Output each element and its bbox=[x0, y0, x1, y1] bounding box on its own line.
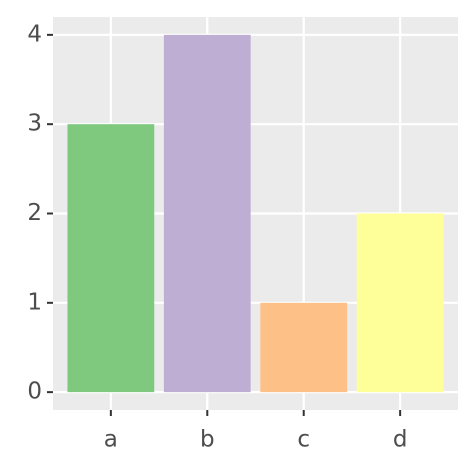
x-tick-label: a bbox=[104, 427, 118, 453]
x-tick-label: d bbox=[393, 427, 408, 453]
y-tick-label: 3 bbox=[27, 111, 42, 137]
bar bbox=[163, 34, 251, 393]
y-tick-label: 1 bbox=[27, 289, 42, 315]
y-tick-label: 2 bbox=[27, 200, 42, 226]
bar bbox=[260, 302, 348, 393]
y-tick-label: 4 bbox=[27, 21, 42, 47]
bar bbox=[67, 124, 155, 393]
y-tick-label: 0 bbox=[27, 379, 42, 405]
x-tick-label: c bbox=[297, 427, 310, 453]
x-tick-label: b bbox=[200, 427, 215, 453]
bar bbox=[356, 213, 444, 393]
